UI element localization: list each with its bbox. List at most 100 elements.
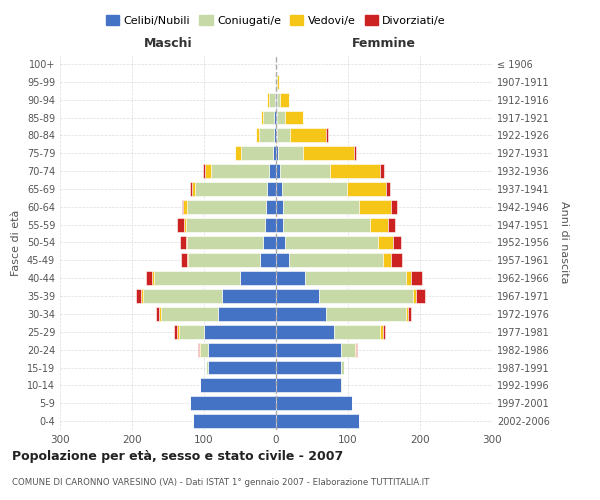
Bar <box>180 236 186 250</box>
Bar <box>276 128 277 142</box>
Bar <box>198 342 199 356</box>
Bar <box>176 218 184 232</box>
Bar <box>277 75 279 89</box>
Bar <box>276 218 283 232</box>
Bar <box>386 182 390 196</box>
Bar <box>284 110 302 124</box>
Bar <box>256 128 259 142</box>
Bar <box>341 360 344 374</box>
Bar <box>276 182 282 196</box>
Bar <box>184 218 186 232</box>
Bar <box>206 360 208 374</box>
Bar <box>200 342 208 356</box>
Bar <box>179 325 204 339</box>
Bar <box>356 342 358 356</box>
Bar <box>196 182 268 196</box>
Bar <box>383 254 391 268</box>
Bar <box>280 164 330 178</box>
Bar <box>181 254 187 268</box>
Bar <box>408 307 412 321</box>
Bar <box>392 236 401 250</box>
Bar <box>205 164 211 178</box>
Bar <box>274 128 276 142</box>
Bar <box>183 200 187 214</box>
Bar <box>277 110 284 124</box>
Bar <box>175 325 176 339</box>
Bar <box>370 218 388 232</box>
Bar <box>277 128 290 142</box>
Bar <box>380 325 383 339</box>
Bar <box>143 289 222 303</box>
Bar <box>283 200 359 214</box>
Bar <box>241 146 273 160</box>
Bar <box>284 236 378 250</box>
Bar <box>354 146 356 160</box>
Bar <box>211 164 269 178</box>
Bar <box>268 182 276 196</box>
Text: Maschi: Maschi <box>143 36 193 50</box>
Bar <box>266 200 276 214</box>
Bar <box>235 146 241 160</box>
Bar <box>160 307 161 321</box>
Bar <box>319 289 413 303</box>
Bar <box>391 200 397 214</box>
Bar <box>142 289 143 303</box>
Bar <box>276 236 284 250</box>
Bar <box>277 92 280 106</box>
Y-axis label: Fasce di età: Fasce di età <box>11 210 21 276</box>
Bar <box>187 254 188 268</box>
Bar <box>276 325 334 339</box>
Bar <box>276 289 319 303</box>
Bar <box>355 342 356 356</box>
Bar <box>290 128 326 142</box>
Bar <box>276 414 359 428</box>
Bar <box>176 325 179 339</box>
Bar <box>187 236 263 250</box>
Text: Popolazione per età, sesso e stato civile - 2007: Popolazione per età, sesso e stato civil… <box>12 450 343 463</box>
Bar <box>334 325 380 339</box>
Bar <box>304 146 354 160</box>
Bar <box>380 164 384 178</box>
Bar <box>341 342 355 356</box>
Bar <box>152 271 154 285</box>
Bar <box>289 254 383 268</box>
Bar <box>161 307 218 321</box>
Bar <box>276 200 283 214</box>
Bar <box>305 271 406 285</box>
Bar <box>187 200 266 214</box>
Bar <box>278 146 304 160</box>
Legend: Celibi/Nubili, Coniugati/e, Vedovi/e, Divorziati/e: Celibi/Nubili, Coniugati/e, Vedovi/e, Di… <box>101 10 451 30</box>
Bar <box>326 128 328 142</box>
Bar <box>347 182 386 196</box>
Y-axis label: Anni di nascita: Anni di nascita <box>559 201 569 284</box>
Bar <box>276 396 352 410</box>
Bar <box>326 307 406 321</box>
Bar <box>186 236 187 250</box>
Bar <box>190 396 276 410</box>
Bar <box>260 254 276 268</box>
Bar <box>188 254 260 268</box>
Bar <box>274 110 276 124</box>
Bar <box>269 92 275 106</box>
Bar <box>182 200 183 214</box>
Bar <box>280 92 289 106</box>
Bar <box>273 146 276 160</box>
Bar <box>146 271 152 285</box>
Bar <box>283 218 370 232</box>
Bar <box>190 182 192 196</box>
Bar <box>157 307 160 321</box>
Bar <box>222 289 276 303</box>
Bar <box>259 128 274 142</box>
Bar <box>359 200 391 214</box>
Bar <box>269 164 276 178</box>
Bar <box>218 307 276 321</box>
Bar <box>276 254 289 268</box>
Bar <box>276 75 277 89</box>
Bar <box>200 378 276 392</box>
Text: COMUNE DI CARONNO VARESINO (VA) - Dati ISTAT 1° gennaio 2007 - Elaborazione TUTT: COMUNE DI CARONNO VARESINO (VA) - Dati I… <box>12 478 430 487</box>
Bar <box>204 325 276 339</box>
Bar <box>276 146 278 160</box>
Bar <box>136 289 142 303</box>
Bar <box>378 236 392 250</box>
Bar <box>275 75 276 89</box>
